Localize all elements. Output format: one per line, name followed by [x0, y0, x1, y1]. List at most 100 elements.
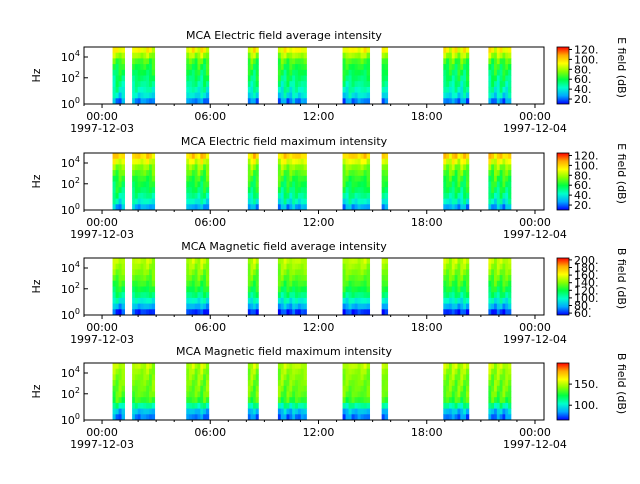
heatmap-cell [502, 170, 506, 177]
heatmap-cell [381, 64, 386, 71]
heatmap-cell [149, 92, 153, 99]
heatmap-cell [357, 86, 361, 93]
heatmap-cell [140, 263, 144, 270]
data-segment [277, 258, 307, 316]
heatmap-cell [253, 170, 257, 177]
panel-3: MCA Magnetic field average intensity1001… [30, 240, 628, 346]
heatmap-cell [194, 275, 198, 282]
heatmap-cell [360, 81, 365, 88]
heatmap-cell [146, 397, 150, 404]
heatmap-cell [381, 192, 386, 199]
heatmap-cell [137, 385, 141, 392]
heatmap-cell [194, 64, 198, 71]
heatmap-cell [488, 269, 492, 276]
heatmap-cell [286, 81, 290, 88]
heatmap-cell [115, 69, 119, 76]
heatmap-cell [280, 385, 285, 392]
heatmap-cell [354, 408, 358, 415]
heatmap-cell [200, 98, 204, 105]
heatmap-cell [466, 52, 470, 59]
heatmap-cell [149, 391, 153, 398]
heatmap-cell [357, 391, 361, 398]
heatmap-cell [277, 297, 282, 304]
heatmap-cell [253, 397, 257, 404]
y-tick-label: 104 [61, 365, 80, 380]
heatmap-cell [137, 64, 141, 71]
heatmap-cell [457, 164, 461, 171]
heatmap-cell [494, 170, 498, 177]
heatmap-cell [203, 309, 207, 316]
heatmap-cell [502, 64, 506, 71]
heatmap-cell [297, 158, 302, 165]
heatmap-cell [491, 153, 495, 160]
heatmap-cell [137, 158, 141, 165]
heatmap-cell [351, 158, 355, 165]
heatmap-cell [342, 47, 346, 54]
heatmap-cell [381, 170, 386, 177]
heatmap-cell [499, 408, 503, 415]
x-tick-label: 06:00 [194, 321, 226, 334]
heatmap-cell [151, 69, 156, 76]
heatmap-cell [289, 164, 293, 171]
heatmap-cell [381, 164, 386, 171]
heatmap-cell [146, 280, 150, 287]
heatmap-cell [360, 164, 365, 171]
heatmap-cell [454, 380, 458, 387]
heatmap-cell [381, 75, 386, 82]
heatmap-cell [203, 69, 207, 76]
heatmap-cell [457, 309, 461, 316]
heatmap-cell [443, 170, 447, 177]
heatmap-cell [115, 275, 119, 282]
heatmap-cell [448, 75, 453, 82]
heatmap-cell [118, 414, 122, 421]
heatmap-cell [446, 58, 450, 65]
heatmap-cell [463, 153, 467, 160]
heatmap-cell [186, 187, 190, 194]
heatmap-cell [494, 414, 498, 421]
heatmap-cell [381, 374, 386, 381]
heatmap-cell [146, 164, 150, 171]
heatmap-cell [253, 263, 257, 270]
heatmap-cell [289, 64, 293, 71]
heatmap-cell [381, 58, 386, 65]
heatmap-cell [286, 368, 290, 375]
heatmap-cell [112, 175, 116, 182]
heatmap-cell [295, 374, 299, 381]
heatmap-cell [250, 368, 254, 375]
heatmap-cell [115, 303, 119, 310]
heatmap-cell [443, 297, 447, 304]
heatmap-cell [451, 391, 456, 398]
heatmap-cell [345, 92, 349, 99]
heatmap-cell [149, 292, 153, 299]
heatmap-cell [255, 175, 259, 182]
data-segment [132, 47, 156, 105]
heatmap-cell [357, 81, 361, 88]
heatmap-cell [140, 187, 144, 194]
heatmap-cell [460, 153, 464, 160]
heatmap-cell [505, 175, 509, 182]
heatmap-cell [118, 385, 122, 392]
heatmap-cell [247, 92, 251, 99]
heatmap-cell [197, 414, 201, 421]
heatmap-cell [118, 198, 122, 205]
heatmap-cell [112, 64, 116, 71]
heatmap-cell [502, 385, 506, 392]
heatmap-cell [189, 170, 193, 177]
heatmap-cell [146, 408, 150, 415]
panel-2: MCA Electric field maximum intensity1001… [30, 135, 628, 241]
heatmap-cell [446, 269, 450, 276]
heatmap-cell [366, 258, 371, 265]
x-date-label-start: 1997-12-03 [70, 333, 134, 346]
heatmap-cell [300, 170, 305, 177]
heatmap-cell [197, 64, 201, 71]
heatmap-cell [253, 198, 257, 205]
heatmap-cell [466, 175, 470, 182]
heatmap-cell [342, 204, 346, 211]
heatmap-cell [197, 153, 201, 160]
heatmap-cell [283, 158, 287, 165]
heatmap-cell [292, 380, 296, 387]
heatmap-cell [118, 374, 122, 381]
heatmap-cell [140, 47, 144, 54]
heatmap-cell [197, 164, 201, 171]
